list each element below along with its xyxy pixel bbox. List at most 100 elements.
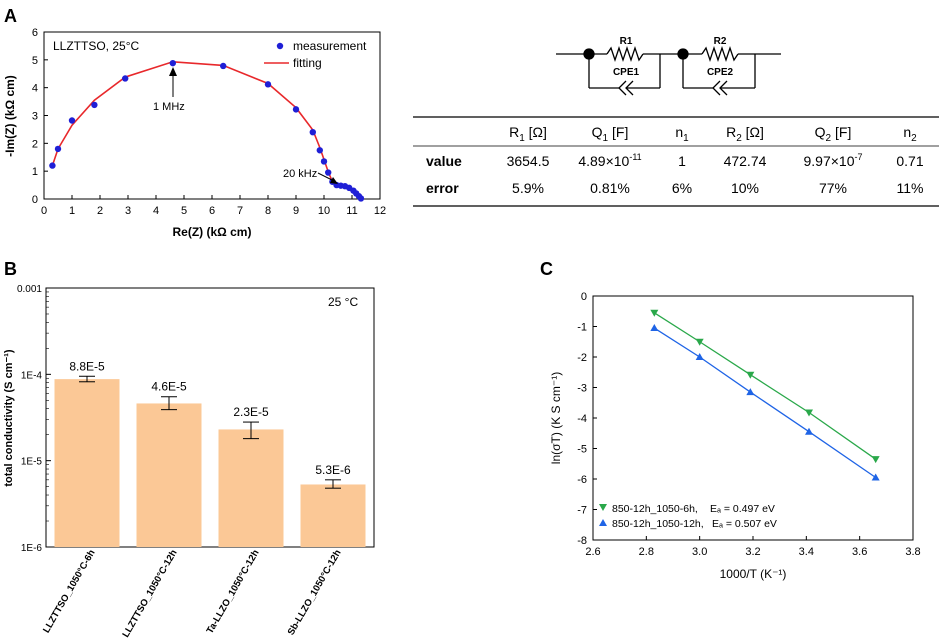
measurement-point bbox=[220, 62, 227, 70]
arrhenius-point bbox=[695, 353, 704, 360]
arrhenius-y-tick-label: -1 bbox=[577, 322, 587, 334]
nyquist-y-tick-label: 3 bbox=[32, 111, 38, 123]
measurement-point bbox=[325, 169, 332, 176]
table-header-cell: n2 bbox=[903, 124, 917, 144]
annotation-1mhz: 1 MHz bbox=[153, 101, 185, 113]
arrhenius-x-tick-label: 3.2 bbox=[745, 546, 760, 558]
conductivity-bar bbox=[136, 403, 202, 547]
arrhenius-y-tick-label: -7 bbox=[577, 505, 587, 517]
nyquist-x-tick-label: 10 bbox=[318, 205, 330, 217]
bar-category-label: Ta-LLZO_1050°C-12h bbox=[205, 548, 262, 636]
nyquist-y-tick-label: 1 bbox=[32, 166, 38, 178]
bar-category-label: LLZTTSO_1050°C-6h bbox=[41, 548, 98, 635]
table-header-cell: Q2 [F] bbox=[815, 124, 852, 144]
measurement-point bbox=[316, 147, 323, 154]
measurement-point bbox=[49, 162, 56, 169]
cpe2-element-a bbox=[712, 80, 721, 96]
arrhenius-y-tick-label: 0 bbox=[581, 291, 587, 303]
arrhenius-y-tick-label: -3 bbox=[577, 383, 587, 395]
arrhenius-y-tick-label: -4 bbox=[577, 413, 587, 425]
label-r1: R1 bbox=[620, 36, 633, 47]
nyquist-x-tick-label: 7 bbox=[237, 205, 243, 217]
bar-chart-temperature: 25 °C bbox=[328, 295, 358, 309]
bar-y-tick-label: 0.001 bbox=[17, 284, 42, 295]
arrhenius-x-tick-label: 2.6 bbox=[585, 546, 600, 558]
arrhenius-x-label: 1000/T (K⁻¹) bbox=[720, 567, 787, 581]
arrhenius-x-tick-label: 3.6 bbox=[852, 546, 867, 558]
arrhenius-y-tick-label: -6 bbox=[577, 474, 587, 486]
table-cell: 0.71 bbox=[896, 153, 923, 169]
legend-fitting-label: fitting bbox=[293, 56, 322, 70]
arrhenius-point bbox=[650, 309, 659, 317]
table-cell: 9.97×10-7 bbox=[803, 152, 862, 169]
nyquist-y-label: -Im(Z) (kΩ cm) bbox=[3, 75, 17, 157]
measurement-point bbox=[169, 59, 176, 67]
fit-parameter-table: R1 [Ω] Q1 [F] n1 R2 [Ω] Q2 [F] n2 value 3654.5… bbox=[413, 116, 939, 207]
annotation-20khz: 20 kHz bbox=[283, 168, 317, 180]
table-header-cell: R1 [Ω] bbox=[509, 124, 547, 144]
label-cpe1: CPE1 bbox=[613, 67, 640, 78]
table-header-cell: n1 bbox=[675, 124, 689, 144]
arrhenius-point bbox=[650, 324, 659, 332]
table-cell: 1 bbox=[678, 153, 686, 169]
annotation-20khz-arrowhead bbox=[330, 177, 338, 184]
nyquist-x-tick-label: 5 bbox=[181, 205, 187, 217]
legend-measurement-label: measurement bbox=[293, 39, 367, 53]
bar-chart-y-label: total conductivity (S cm⁻¹) bbox=[3, 349, 15, 487]
arrhenius-x-tick-label: 3.4 bbox=[799, 546, 814, 558]
legend-series-2-ea: Eₐ = 0.507 eV bbox=[712, 518, 777, 530]
table-header-cell: Q1 [F] bbox=[592, 124, 629, 144]
bar-value-label: 2.3E-5 bbox=[233, 405, 269, 419]
bar-value-label: 8.8E-5 bbox=[69, 359, 105, 373]
panel-label-a: A bbox=[4, 6, 17, 26]
nyquist-title: LLZTTSO, 25°C bbox=[53, 39, 139, 53]
bar-value-label: 4.6E-5 bbox=[151, 380, 187, 394]
measurement-point bbox=[264, 81, 272, 88]
annotation-1mhz-arrowhead bbox=[169, 67, 177, 76]
arrhenius-point bbox=[746, 388, 755, 396]
nyquist-x-tick-label: 6 bbox=[209, 205, 215, 217]
bar-chart-frame bbox=[45, 287, 375, 548]
nyquist-x-tick-label: 0 bbox=[41, 205, 47, 217]
bar-y-tick-label: 1E-5 bbox=[21, 457, 43, 468]
arrhenius-point bbox=[805, 427, 813, 435]
nyquist-x-tick-label: 8 bbox=[265, 205, 271, 217]
bar-y-tick-label: 1E-4 bbox=[21, 370, 43, 381]
nyquist-y-tick-label: 5 bbox=[32, 55, 38, 67]
nyquist-x-tick-label: 1 bbox=[69, 205, 75, 217]
table-row-label: value bbox=[426, 153, 462, 169]
nyquist-x-label: Re(Z) (kΩ cm) bbox=[173, 225, 252, 239]
resistor-r2 bbox=[701, 45, 739, 63]
cpe1-element-a bbox=[618, 80, 627, 96]
bar-y-tick-label: 1E-6 bbox=[21, 543, 43, 554]
table-cell: 10% bbox=[731, 180, 759, 196]
table-cell: 3654.5 bbox=[507, 153, 550, 169]
nyquist-x-tick-label: 2 bbox=[97, 205, 103, 217]
nyquist-y-tick-label: 6 bbox=[32, 27, 38, 39]
bar-value-label: 5.3E-6 bbox=[315, 463, 351, 477]
legend-series-2-name: 850-12h_1050-12h, bbox=[612, 518, 704, 530]
measurement-point bbox=[320, 158, 328, 165]
legend-series-1-ea: Eₐ = 0.497 eV bbox=[710, 503, 775, 515]
arrhenius-y-tick-label: -2 bbox=[577, 352, 587, 364]
measurement-point bbox=[292, 106, 300, 113]
legend-measurement-marker bbox=[276, 42, 284, 50]
arrhenius-point bbox=[695, 338, 704, 346]
measurement-point bbox=[68, 117, 76, 124]
arrhenius-fit-line bbox=[653, 327, 877, 479]
arrhenius-y-label: ln(σT) (K S cm⁻¹) bbox=[549, 372, 563, 464]
arrhenius-x-tick-label: 3.0 bbox=[692, 546, 707, 558]
table-cell: 5.9% bbox=[512, 180, 544, 196]
arrhenius-fit-line bbox=[653, 312, 877, 460]
arrhenius-point bbox=[871, 456, 880, 464]
measurement-point bbox=[122, 75, 129, 82]
nyquist-x-tick-label: 3 bbox=[125, 205, 131, 217]
nyquist-x-tick-label: 11 bbox=[346, 205, 357, 217]
measurement-point bbox=[357, 195, 365, 202]
resistor-r1 bbox=[606, 45, 644, 63]
bar-category-label: LLZTTSO_1050°C-12h bbox=[120, 548, 179, 639]
arrhenius-point bbox=[746, 371, 755, 379]
measurement-point bbox=[91, 101, 98, 109]
